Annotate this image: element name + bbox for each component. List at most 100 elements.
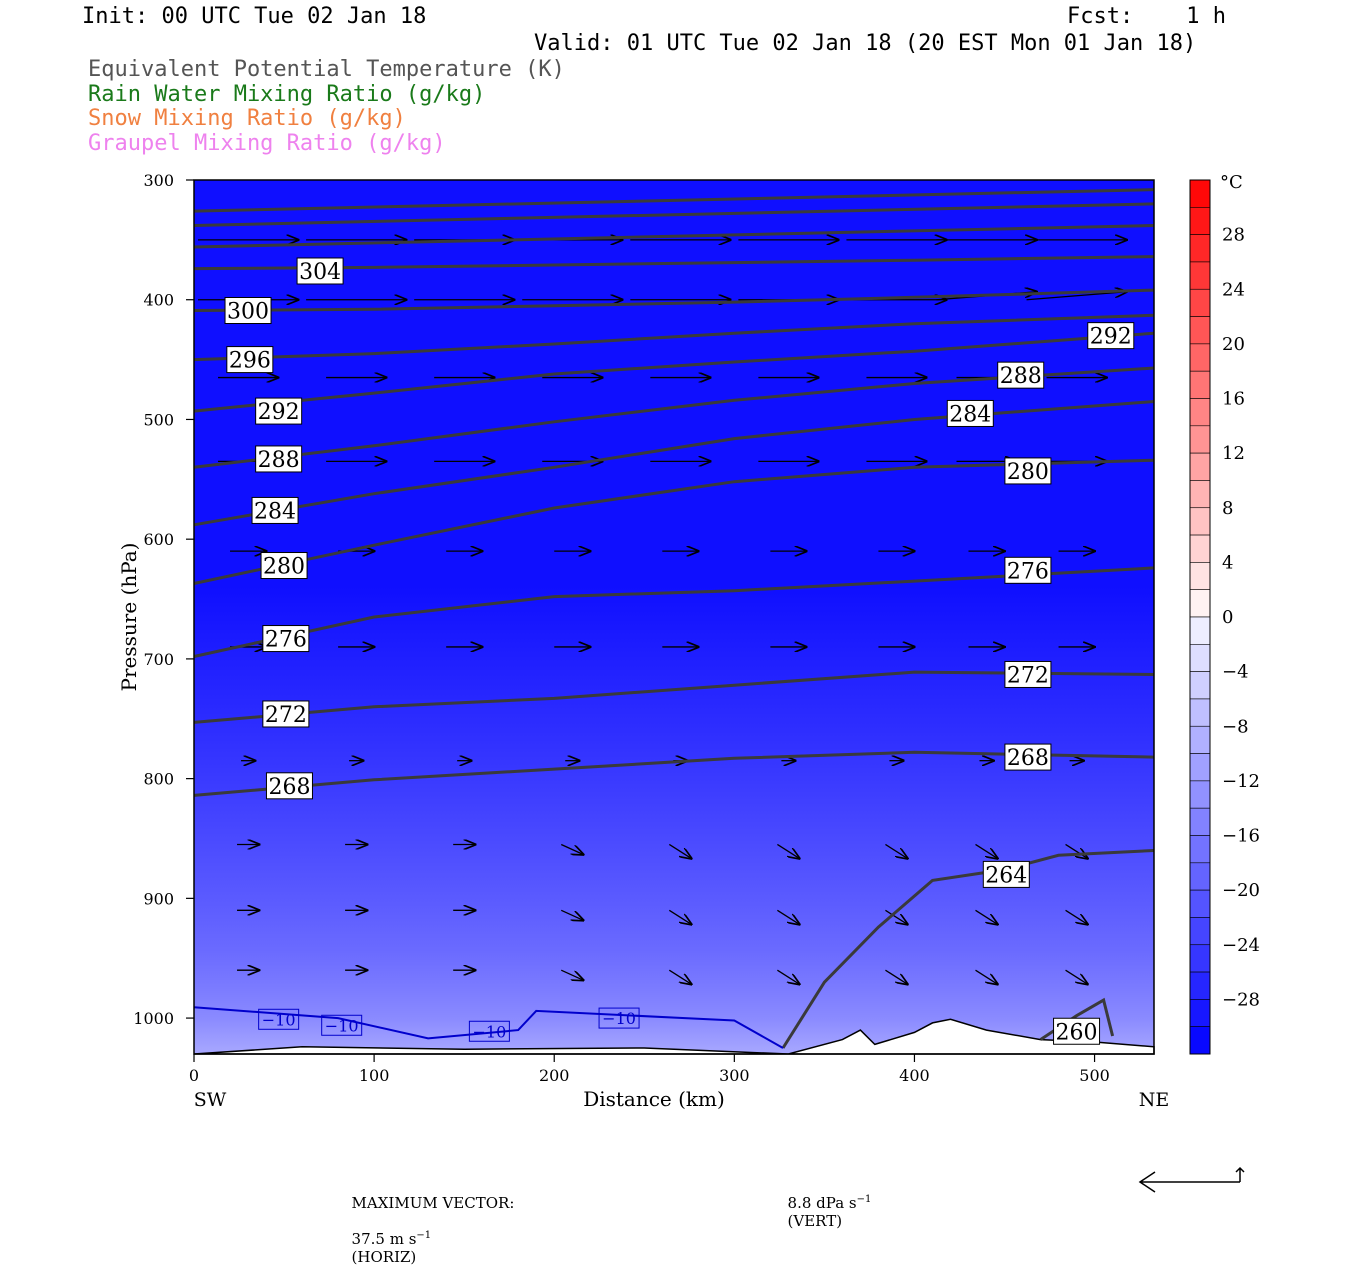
- contour-label-268: 268: [1007, 746, 1049, 771]
- isotherm-label-box: [468, 1020, 510, 1042]
- x-tick-label: 500: [1079, 1066, 1110, 1085]
- theta-e-contour-296: [193, 313, 1155, 362]
- theta-e-contour-upper: [193, 188, 1155, 213]
- colorbar-bin: [1189, 753, 1211, 782]
- colorbar-tick-label: −20: [1222, 880, 1260, 901]
- wind-vector: [885, 843, 907, 858]
- x-tick-label: 400: [899, 1066, 930, 1085]
- contour-label-288: 288: [1000, 364, 1042, 389]
- colorbar-bin: [1189, 425, 1211, 454]
- valid-time: Valid: 01 UTC Tue 02 Jan 18 (20 EST Mon …: [534, 31, 1197, 56]
- isotherm-label-box: [258, 1008, 300, 1030]
- x-end-label-sw: SW: [194, 1089, 227, 1111]
- isotherm-label: −10: [325, 1016, 359, 1035]
- wind-vector: [975, 969, 997, 984]
- x-end-label-ne: NE: [1139, 1089, 1170, 1111]
- theta-e-contour-304: [193, 255, 1155, 271]
- wind-vector: [885, 969, 907, 984]
- contour-label-box: [1004, 660, 1052, 688]
- y-tick-label: 1000: [133, 1009, 174, 1028]
- colorbar-bin: [1189, 207, 1211, 235]
- contour-label-292: 292: [1090, 325, 1132, 350]
- y-tick-label: 800: [143, 770, 174, 789]
- colorbar-unit: °C: [1220, 172, 1243, 193]
- contour-label-264: 264: [985, 863, 1027, 888]
- colorbar-bin: [1189, 507, 1211, 536]
- contour-label-260: 260: [1056, 1020, 1098, 1045]
- colorbar-bin: [1189, 316, 1211, 345]
- max-horizontal-value: 37.5 m s: [351, 1230, 417, 1248]
- contour-label-272: 272: [265, 703, 307, 728]
- y-tick-label: 500: [143, 410, 174, 429]
- contour-label-box: [260, 552, 308, 580]
- max-vertical-readout: 8.8 dPa s−1 (VERT): [787, 1194, 872, 1230]
- wind-vector: [668, 909, 691, 924]
- colorbar-bin: [1189, 671, 1211, 700]
- colorbar-tick-label: −16: [1222, 826, 1260, 847]
- max-vector-readout: MAXIMUM VECTOR: 37.5 m s−1 (HORIZ): [351, 1194, 515, 1266]
- colorbar-bin: [1189, 343, 1211, 372]
- field-legend-1: Equivalent Potential Temperature (K): [88, 57, 565, 82]
- contour-label-box: [262, 625, 310, 653]
- colorbar-bin: [1189, 944, 1211, 973]
- contour-label-268: 268: [268, 775, 310, 800]
- wind-vector: [560, 843, 583, 854]
- wind-vector: [777, 909, 799, 924]
- colorbar-tick-label: −4: [1222, 662, 1249, 683]
- colorbar-bin: [1189, 261, 1211, 290]
- theta-e-contour-268: [193, 750, 1155, 797]
- contour-label-276: 276: [1007, 559, 1049, 584]
- colorbar-bin: [1189, 370, 1211, 399]
- colorbar-tick-label: 0: [1222, 607, 1233, 628]
- contour-label-280: 280: [1007, 460, 1049, 485]
- colorbar-tick-label: 20: [1222, 334, 1245, 355]
- contour-label-box: [262, 700, 310, 728]
- colorbar-bin: [1189, 698, 1211, 727]
- isotherm-label-box: [321, 1014, 363, 1036]
- field-legend-4: Graupel Mixing Ratio (g/kg): [88, 130, 446, 156]
- contour-label-280: 280: [263, 555, 305, 580]
- colorbar-tick-label: 12: [1222, 443, 1245, 464]
- contour-label-box: [265, 772, 313, 800]
- field-legend-2: Rain Water Mixing Ratio (g/kg): [88, 81, 486, 107]
- contour-label-box: [1087, 322, 1135, 350]
- isotherm-label-box: [598, 1007, 640, 1029]
- x-tick-label: 300: [719, 1066, 750, 1085]
- contour-label-272: 272: [1007, 663, 1049, 688]
- colorbar-bin: [1189, 725, 1211, 754]
- contour-label-box: [982, 860, 1030, 888]
- colorbar-bin: [1189, 234, 1211, 263]
- colorbar-bin: [1189, 480, 1211, 509]
- contour-label-292: 292: [258, 400, 300, 425]
- colorbar-frame: [1189, 179, 1211, 1055]
- x-tick-label: 100: [359, 1066, 390, 1085]
- colorbar-bin: [1189, 589, 1211, 618]
- theta-e-contour-300: [193, 288, 1155, 312]
- isotherm-label: −10: [473, 1022, 507, 1041]
- colorbar-bin: [1189, 999, 1211, 1027]
- field-legend-3: Snow Mixing Ratio (g/kg): [88, 106, 406, 131]
- contour-label-288: 288: [258, 448, 300, 473]
- contour-label-box: [1004, 556, 1052, 584]
- wind-vector: [1065, 909, 1088, 924]
- plot-frame: [193, 179, 1155, 1055]
- contour-label-300: 300: [227, 300, 269, 325]
- contour-label-box: [251, 496, 299, 524]
- contour-label-box: [1004, 457, 1052, 485]
- wind-vector: [668, 969, 691, 984]
- theta-e-contour-276: [193, 566, 1155, 658]
- wind-vector: [777, 843, 799, 858]
- isotherm-label: −10: [602, 1009, 636, 1028]
- contour-label-box: [1004, 743, 1052, 771]
- colorbar-bin: [1189, 917, 1211, 946]
- y-tick-label: 600: [143, 530, 174, 549]
- contour-label-box: [224, 297, 272, 325]
- wind-vector: [668, 843, 691, 858]
- isotherm-label: −10: [262, 1010, 296, 1029]
- y-tick-label: 400: [143, 291, 174, 310]
- max-horizontal-unit: (HORIZ): [351, 1248, 417, 1266]
- y-tick-label: 700: [143, 650, 174, 669]
- isotherm-minus10: [193, 1006, 784, 1049]
- temperature-field: [194, 180, 1154, 1054]
- contour-label-box: [1053, 1017, 1101, 1045]
